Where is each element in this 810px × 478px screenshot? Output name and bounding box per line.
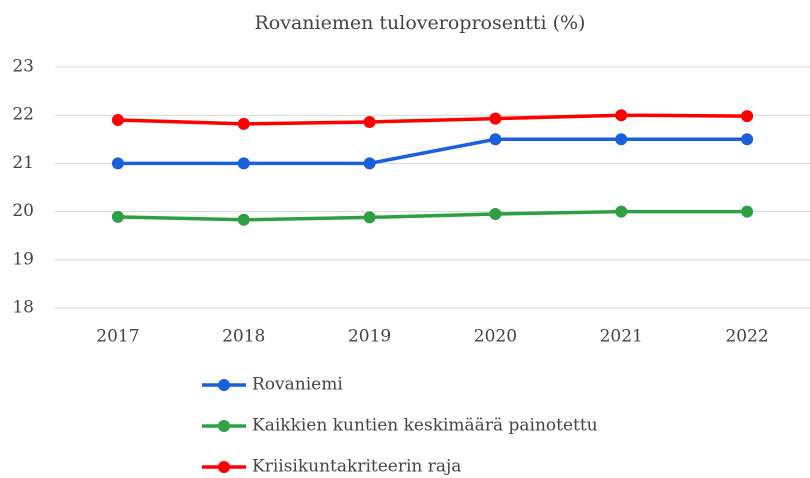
x-tick-label: 2021 <box>600 327 643 347</box>
data-point <box>615 109 628 122</box>
x-tick-label: 2017 <box>96 327 139 347</box>
y-tick-label: 18 <box>12 298 34 318</box>
data-point <box>489 133 502 146</box>
data-point <box>615 133 628 146</box>
legend-label: Kaikkien kuntien keskimäärä painotettu <box>252 416 598 436</box>
data-point <box>111 114 124 127</box>
legend-label: Rovaniemi <box>252 375 343 395</box>
chart-title: Rovaniemen tuloveroprosentti (%) <box>255 12 586 34</box>
legend-label: Kriisikuntakriteerin raja <box>252 457 461 477</box>
y-tick-label: 20 <box>12 201 34 221</box>
x-tick-label: 2018 <box>222 327 265 347</box>
x-tick-label: 2020 <box>474 327 517 347</box>
series-line <box>117 209 748 222</box>
data-point <box>741 110 754 123</box>
y-tick-label: 22 <box>12 105 34 125</box>
legend-marker <box>218 379 230 391</box>
legend-marker <box>218 420 230 432</box>
data-point <box>237 157 250 170</box>
y-tick-label: 23 <box>12 57 34 77</box>
data-point <box>237 213 250 226</box>
legend-marker <box>218 461 230 473</box>
data-point <box>741 205 754 218</box>
data-point <box>363 211 376 224</box>
data-point <box>489 208 502 221</box>
x-tick-label: 2022 <box>725 327 768 347</box>
data-point <box>615 205 628 218</box>
series-line <box>117 113 748 126</box>
y-tick-label: 19 <box>12 249 34 269</box>
y-tick-label: 21 <box>12 153 34 173</box>
data-point <box>237 117 250 130</box>
data-point <box>363 115 376 128</box>
x-tick-label: 2019 <box>348 327 391 347</box>
series-line <box>117 137 748 166</box>
data-point <box>363 157 376 170</box>
data-point <box>111 210 124 223</box>
data-point <box>489 112 502 125</box>
data-point <box>741 133 754 146</box>
data-point <box>111 157 124 170</box>
